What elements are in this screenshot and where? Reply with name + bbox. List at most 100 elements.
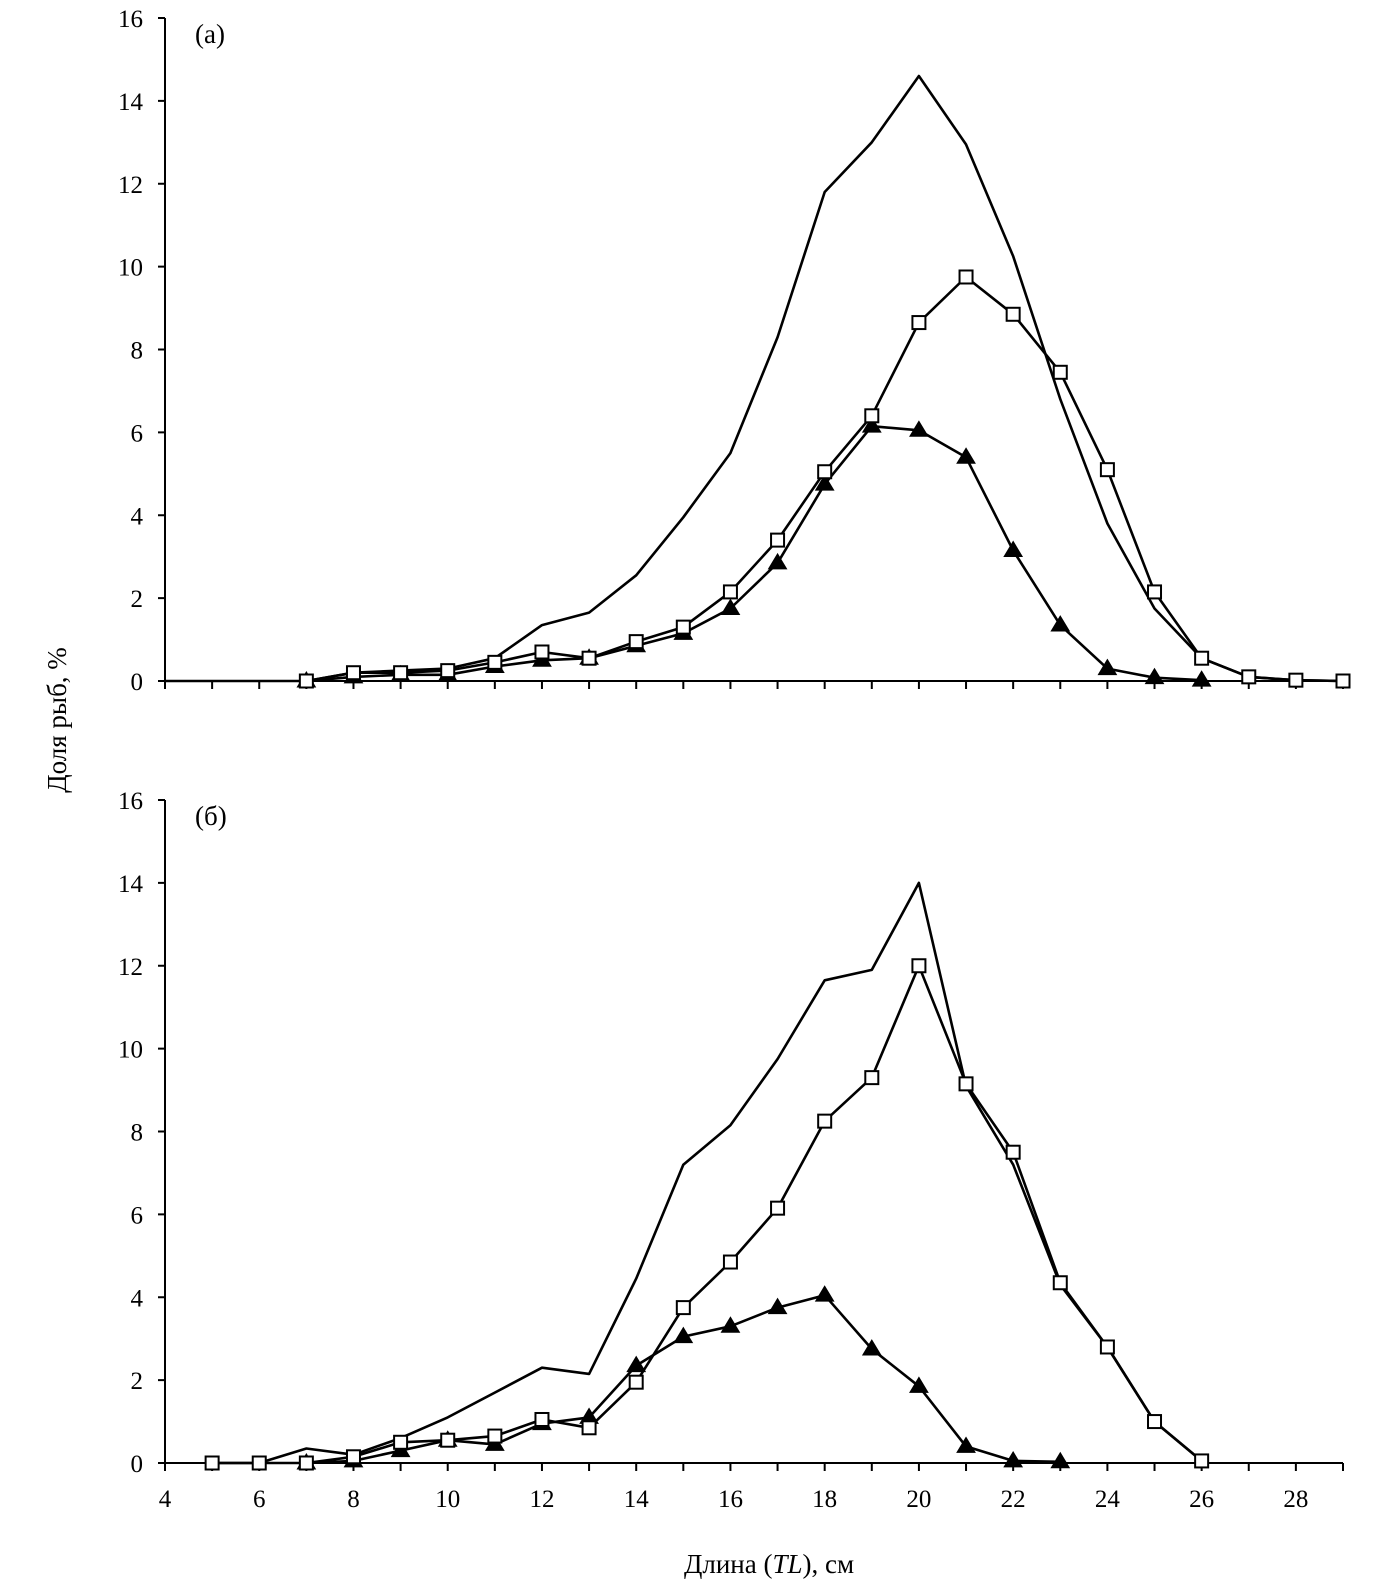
data-point-square — [722, 1254, 738, 1270]
data-point-triangle — [626, 1355, 647, 1373]
x-tick-label: 24 — [1095, 1486, 1121, 1513]
series-line-total — [165, 74, 1344, 683]
data-point-square — [1288, 672, 1304, 688]
series-line-open-square — [212, 964, 1203, 1465]
y-tick-label: 14 — [118, 871, 144, 898]
data-point-square — [487, 654, 503, 670]
panel-label: (а) — [195, 19, 225, 49]
data-point-square — [628, 634, 644, 650]
data-point-square — [911, 958, 927, 974]
data-point-triangle — [1050, 615, 1071, 632]
x-tick-label: 10 — [435, 1486, 460, 1513]
data-point-square — [958, 269, 974, 285]
data-point-square — [1241, 669, 1257, 685]
data-point-square — [1147, 584, 1163, 600]
x-axis-label-italic: TL — [772, 1549, 802, 1579]
y-tick-label: 12 — [118, 954, 143, 981]
data-point-square — [534, 644, 550, 660]
series-line-total — [212, 881, 1203, 1465]
data-point-square — [298, 1455, 314, 1471]
data-point-square — [393, 1434, 409, 1450]
panel-label: (б) — [195, 801, 227, 831]
data-point-square — [393, 665, 409, 681]
data-point-square — [1052, 364, 1068, 380]
x-tick-label: 18 — [812, 1486, 837, 1513]
data-point-triangle — [1003, 1450, 1024, 1468]
data-point-triangle — [1050, 1451, 1071, 1469]
x-tick-label: 14 — [624, 1486, 650, 1513]
data-point-triangle — [1191, 670, 1212, 687]
x-tick-label: 28 — [1283, 1486, 1308, 1513]
y-tick-label: 0 — [131, 1451, 144, 1478]
y-tick-label: 0 — [131, 669, 144, 696]
data-point-square — [345, 1449, 361, 1465]
data-point-square — [1005, 306, 1021, 322]
data-point-square — [911, 315, 927, 331]
data-point-square — [1335, 673, 1351, 689]
y-tick-label: 8 — [131, 338, 144, 365]
data-point-square — [1052, 1275, 1068, 1291]
y-tick-label: 4 — [131, 1285, 144, 1312]
data-point-square — [251, 1455, 267, 1471]
x-tick-label: 12 — [529, 1486, 554, 1513]
x-tick-label: 8 — [347, 1486, 360, 1513]
data-point-triangle — [1144, 667, 1165, 685]
data-point-triangle — [720, 598, 741, 615]
data-point-triangle — [861, 1339, 882, 1356]
data-point-triangle — [720, 1316, 741, 1333]
x-axis-label: Длина (TL), см — [684, 1549, 854, 1579]
data-point-square — [958, 1076, 974, 1092]
x-axis-label-prefix: Длина ( — [684, 1549, 773, 1579]
data-point-square — [534, 1411, 550, 1427]
series-line-filled-triangle — [306, 424, 1202, 683]
data-point-square — [675, 619, 691, 635]
x-tick-label: 20 — [906, 1486, 931, 1513]
y-tick-label: 16 — [118, 788, 143, 815]
y-tick-label: 16 — [118, 6, 143, 33]
data-point-square — [817, 464, 833, 480]
data-point-square — [770, 532, 786, 548]
x-axis-label-suffix: ), см — [803, 1549, 855, 1579]
data-point-triangle — [861, 416, 882, 433]
data-point-square — [1194, 1453, 1210, 1469]
series-line-filled-triangle — [306, 1293, 1061, 1465]
data-point-square — [581, 1420, 597, 1436]
y-tick-label: 6 — [131, 420, 144, 447]
data-point-square — [345, 665, 361, 681]
data-point-square — [628, 1374, 644, 1390]
x-tick-label: 16 — [718, 1486, 743, 1513]
data-point-square — [204, 1455, 220, 1471]
data-point-triangle — [673, 1326, 694, 1344]
x-tick-label: 22 — [1001, 1486, 1026, 1513]
x-tick-label: 6 — [253, 1486, 266, 1513]
data-point-triangle — [1003, 540, 1024, 557]
data-point-square — [1099, 462, 1115, 478]
x-tick-label: 26 — [1189, 1486, 1214, 1513]
data-point-triangle — [956, 1436, 976, 1453]
y-axis-label: Доля рыб, % — [42, 647, 72, 793]
y-tick-label: 6 — [131, 1202, 144, 1229]
y-tick-label: 2 — [131, 1368, 144, 1395]
data-point-triangle — [1097, 658, 1118, 676]
y-tick-label: 10 — [118, 1037, 143, 1064]
data-point-square — [1147, 1414, 1163, 1430]
y-tick-label: 2 — [131, 586, 144, 613]
y-tick-label: 4 — [131, 503, 144, 530]
y-tick-label: 10 — [118, 255, 143, 282]
data-point-triangle — [767, 1297, 788, 1315]
data-point-square — [864, 1070, 880, 1086]
data-point-square — [864, 408, 880, 424]
data-point-square — [440, 663, 456, 679]
data-point-square — [722, 584, 738, 600]
data-point-triangle — [814, 474, 835, 491]
data-point-square — [487, 1428, 503, 1444]
data-point-triangle — [909, 420, 929, 437]
panel-a: 0 2 4 6 8 10 12 14 16 (а) — [118, 6, 1351, 696]
data-point-triangle — [767, 552, 788, 570]
data-point-square — [1005, 1144, 1021, 1160]
data-point-square — [298, 673, 314, 689]
y-tick-label: 8 — [131, 1120, 144, 1147]
data-point-square — [1194, 650, 1210, 666]
